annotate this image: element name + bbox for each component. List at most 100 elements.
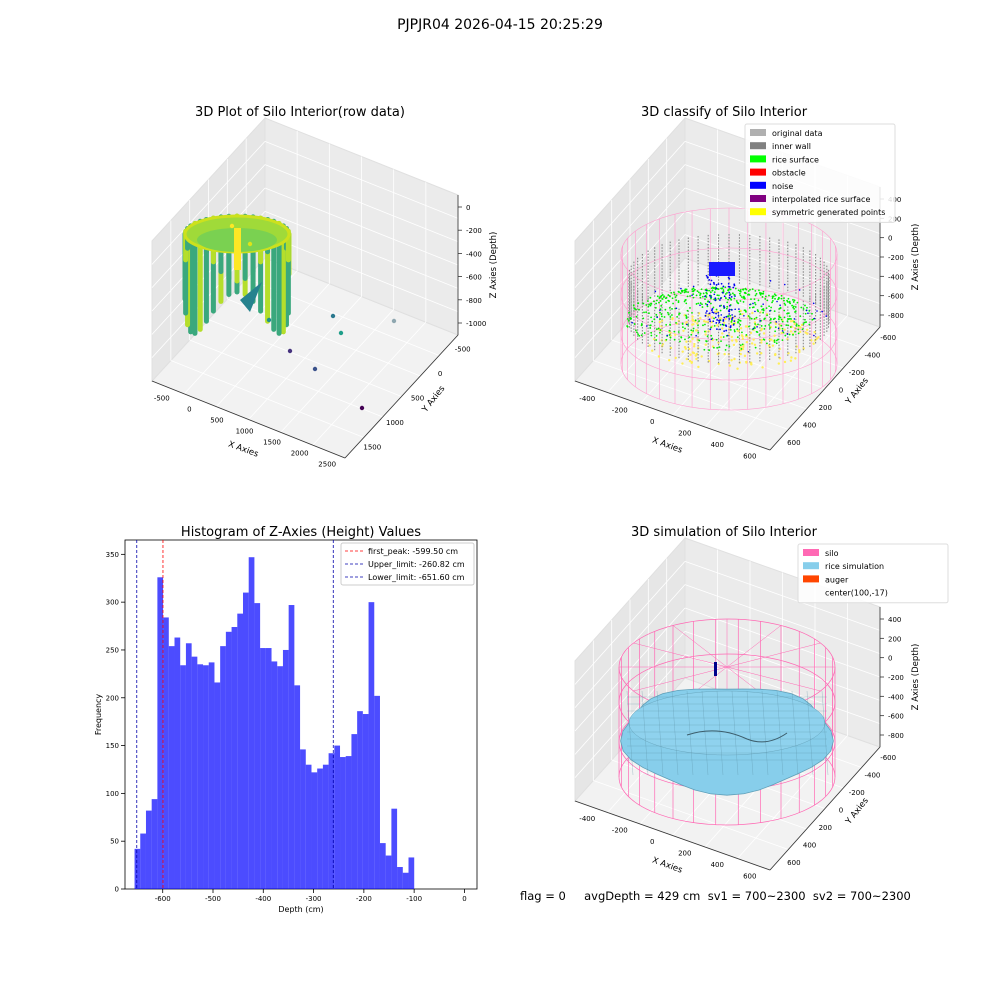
sim-xtick-label: 400 bbox=[711, 861, 724, 869]
classify-rice-point bbox=[747, 290, 750, 292]
sim-rice-mesh bbox=[821, 690, 829, 776]
classify-symmetric-point bbox=[742, 345, 745, 349]
sim-ztick-label: 200 bbox=[888, 635, 901, 643]
classify-rice-point bbox=[690, 329, 693, 332]
histogram-bar bbox=[328, 753, 335, 889]
classify-rice-point bbox=[677, 300, 680, 302]
classify-rice-point bbox=[743, 297, 746, 300]
classify-rice-point bbox=[777, 298, 779, 301]
sim-legend-label: rice simulation bbox=[825, 562, 884, 571]
sim-xtick-label: 200 bbox=[678, 849, 691, 857]
classify-rice-point bbox=[736, 336, 739, 339]
classify-rice-point bbox=[649, 302, 652, 305]
classify-symmetric-point bbox=[756, 352, 759, 355]
histogram-bar bbox=[134, 848, 141, 889]
classify-rice-point bbox=[739, 300, 742, 302]
classify-noise-point bbox=[749, 303, 751, 306]
classify-symmetric-point bbox=[798, 349, 801, 352]
sim-ytick-label: 0 bbox=[839, 807, 843, 815]
raw-ytick-label: 500 bbox=[411, 395, 424, 403]
histogram-ytick-label: 100 bbox=[106, 790, 119, 798]
classify-symmetric-point bbox=[798, 350, 801, 354]
classify-noise-point bbox=[719, 328, 721, 331]
classify-rice-point bbox=[747, 315, 750, 317]
sim-xtick-label: -200 bbox=[612, 826, 628, 834]
classify-rice-point bbox=[713, 298, 715, 301]
classify-noise-point bbox=[727, 282, 730, 285]
classify-noise-point bbox=[727, 276, 730, 279]
classify-rice-point bbox=[627, 319, 630, 322]
classify-rice-point bbox=[665, 338, 668, 341]
classify-noise-point bbox=[798, 289, 801, 291]
classify-symmetric-point bbox=[749, 331, 753, 335]
classify-rice-point bbox=[626, 318, 629, 320]
classify-legend-swatch bbox=[750, 181, 766, 189]
classify-rice-point bbox=[705, 340, 707, 342]
classify-rice-point bbox=[666, 311, 669, 314]
classify-noise-point bbox=[708, 318, 711, 321]
classify-rice-point bbox=[785, 324, 788, 327]
classify-noise-point bbox=[779, 304, 781, 307]
classify-rice-point bbox=[708, 289, 711, 292]
classify-symmetric-point bbox=[745, 361, 748, 364]
classify-rice-point bbox=[737, 321, 739, 324]
classify-rice-point bbox=[710, 302, 712, 305]
classify-symmetric-point bbox=[730, 335, 734, 339]
classify-rice-point bbox=[642, 302, 645, 305]
classify-noise-point bbox=[714, 299, 717, 302]
histogram-bar bbox=[203, 665, 209, 889]
classify-rice-point bbox=[765, 307, 768, 310]
classify-rice-point bbox=[667, 313, 670, 316]
histogram-bar bbox=[362, 714, 369, 889]
classify-symmetric-point bbox=[681, 350, 684, 353]
classify-noise-point bbox=[756, 326, 758, 328]
raw-y-axis-line bbox=[344, 334, 459, 459]
classify-ztick-label: 0 bbox=[888, 235, 892, 243]
classify-noise-point bbox=[825, 315, 828, 317]
classify-symmetric-point bbox=[799, 330, 802, 334]
classify-noise-point bbox=[729, 326, 732, 329]
classify-rice-point bbox=[668, 334, 671, 336]
classify-rice-point bbox=[659, 318, 661, 320]
classify-rice-point bbox=[731, 292, 734, 295]
classify-rice-point bbox=[783, 297, 785, 300]
classify-rice-point bbox=[751, 288, 754, 291]
classify-xtick-label: 600 bbox=[743, 452, 756, 460]
classify-symmetric-point bbox=[732, 343, 736, 347]
classify-noise-point bbox=[727, 310, 730, 312]
classify-rice-point bbox=[811, 312, 813, 315]
classify-rice-point bbox=[738, 310, 741, 313]
classify-noise-point bbox=[722, 305, 725, 307]
classify-rice-point bbox=[788, 301, 791, 304]
classify-rice-point bbox=[727, 298, 729, 301]
classify-rice-point bbox=[741, 343, 744, 346]
classify-rice-point bbox=[652, 300, 655, 303]
classify-noise-point bbox=[731, 314, 733, 316]
classify-noise-point bbox=[726, 334, 729, 337]
classify-symmetric-point bbox=[774, 353, 777, 356]
classify-symmetric-point bbox=[702, 320, 706, 323]
classify-noise-point bbox=[656, 316, 658, 319]
sim-legend-swatch bbox=[803, 575, 819, 583]
classify-rice-point bbox=[743, 309, 746, 312]
classify-rice-point bbox=[769, 321, 772, 324]
classify-rice-point bbox=[699, 294, 701, 297]
classify-rice-point bbox=[801, 328, 804, 331]
histogram-bar bbox=[185, 643, 192, 889]
classify-noise-point bbox=[734, 308, 736, 311]
classify-symmetric-point bbox=[721, 332, 724, 335]
classify-rice-point bbox=[753, 298, 756, 301]
classify-rice-point bbox=[702, 324, 704, 327]
histogram-ylabel: Frequency bbox=[94, 694, 103, 736]
classify-rice-point bbox=[764, 325, 767, 327]
classify-symmetric-point bbox=[745, 340, 749, 344]
classify-rice-point bbox=[677, 290, 680, 293]
classify-noise-point bbox=[710, 338, 713, 341]
classify-rice-point bbox=[775, 339, 778, 342]
classify-symmetric-point bbox=[805, 328, 809, 332]
classify-noise-point bbox=[704, 295, 706, 298]
classify-rice-point bbox=[742, 297, 745, 299]
classify-noise-point bbox=[727, 285, 730, 288]
classify-rice-point bbox=[675, 321, 677, 324]
classify-noise-point bbox=[781, 330, 784, 332]
